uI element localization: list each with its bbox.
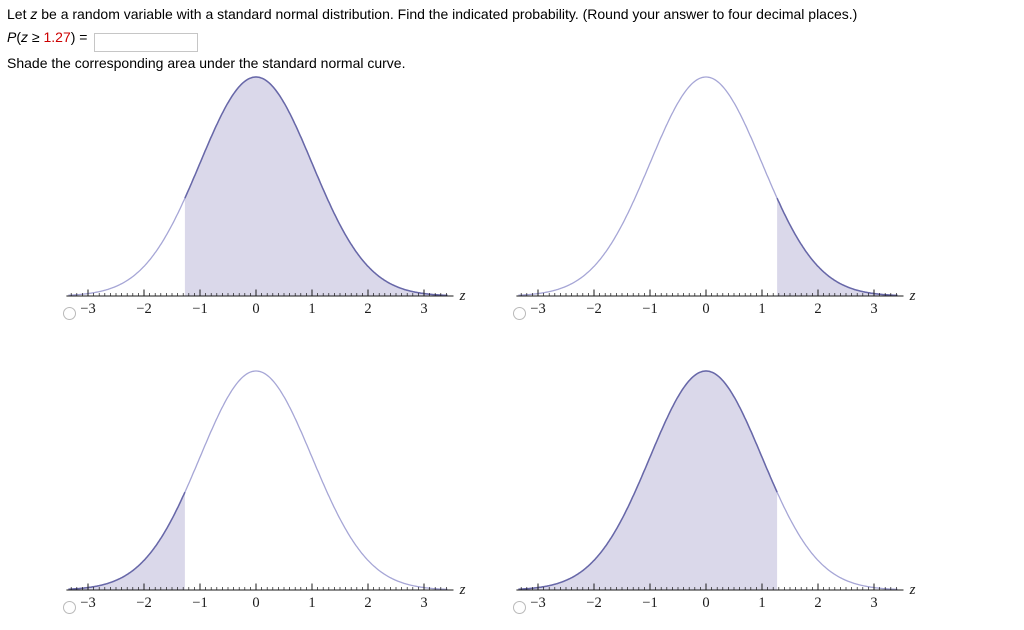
svg-text:1: 1: [308, 595, 315, 611]
variable-z: z: [30, 6, 38, 22]
svg-text:z: z: [909, 582, 916, 598]
svg-text:2: 2: [814, 301, 821, 317]
svg-text:−1: −1: [642, 595, 657, 611]
svg-text:−1: −1: [642, 301, 657, 317]
expr-P: P: [7, 29, 17, 45]
option-3-radio[interactable]: [63, 601, 76, 614]
svg-text:1: 1: [758, 595, 765, 611]
normal-curve-graph-3: −3 −2 −1 0 1 2 3 z: [66, 370, 466, 611]
svg-text:3: 3: [870, 595, 877, 611]
svg-text:1: 1: [308, 301, 315, 317]
svg-text:−3: −3: [80, 301, 95, 317]
svg-text:3: 3: [420, 595, 427, 611]
svg-text:0: 0: [702, 595, 709, 611]
svg-text:−2: −2: [136, 301, 151, 317]
svg-text:−3: −3: [80, 595, 95, 611]
option-3: −3 −2 −1 0 1 2 3 z: [58, 360, 490, 618]
expr-geq: ≥: [28, 29, 44, 45]
svg-text:z: z: [459, 582, 466, 598]
svg-text:2: 2: [364, 595, 371, 611]
expr-value: 1.27: [43, 29, 71, 45]
svg-text:2: 2: [814, 595, 821, 611]
question-text-pre: Let: [7, 6, 31, 22]
shade-instruction: Shade the corresponding area under the s…: [7, 55, 406, 71]
svg-text:3: 3: [420, 301, 427, 317]
probability-answer-input[interactable]: [94, 33, 199, 52]
svg-text:0: 0: [252, 595, 259, 611]
expr-open-paren: (: [16, 29, 22, 45]
svg-text:0: 0: [252, 301, 259, 317]
svg-text:z: z: [909, 288, 916, 304]
option-4: −3 −2 −1 0 1 2 3 z: [508, 360, 940, 618]
option-1: −3 −2 −1 0 1 2 3 z: [58, 66, 490, 324]
svg-text:−1: −1: [192, 595, 207, 611]
svg-text:2: 2: [364, 301, 371, 317]
question-text: Let z be a random variable with a standa…: [7, 5, 857, 23]
normal-curve-graph-4: −3 −2 −1 0 1 2 3 z: [516, 370, 916, 611]
svg-text:1: 1: [758, 301, 765, 317]
svg-text:z: z: [459, 288, 466, 304]
svg-text:0: 0: [702, 301, 709, 317]
svg-text:−2: −2: [136, 595, 151, 611]
svg-text:−3: −3: [530, 301, 545, 317]
svg-text:−2: −2: [586, 301, 601, 317]
expr-close: ) =: [70, 29, 92, 45]
svg-text:−1: −1: [192, 301, 207, 317]
probability-expression: P(z ≥ 1.27) =: [7, 28, 199, 52]
question-text-post: be a random variable with a standard nor…: [37, 6, 858, 22]
normal-curve-graph-1: −3 −2 −1 0 1 2 3 z: [66, 76, 466, 317]
svg-text:3: 3: [870, 301, 877, 317]
svg-text:−3: −3: [530, 595, 545, 611]
svg-text:−2: −2: [586, 595, 601, 611]
normal-curve-graph-2: −3 −2 −1 0 1 2 3 z: [516, 76, 916, 317]
expr-z: z: [21, 29, 29, 45]
option-2-radio[interactable]: [513, 307, 526, 320]
option-4-radio[interactable]: [513, 601, 526, 614]
option-1-radio[interactable]: [63, 307, 76, 320]
option-2: −3 −2 −1 0 1 2 3 z: [508, 66, 940, 324]
